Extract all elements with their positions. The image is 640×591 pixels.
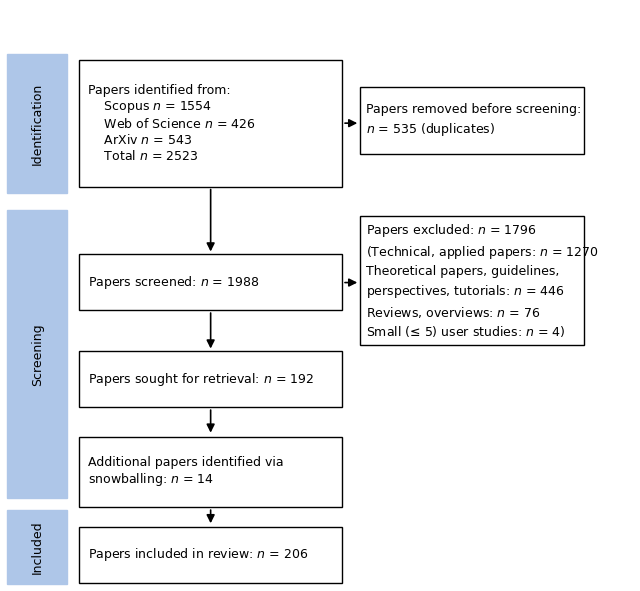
Text: Screening: Screening: [31, 323, 44, 386]
Text: Identification: Identification: [31, 82, 44, 164]
Text: Additional papers identified via
snowballing: $n$ = 14: Additional papers identified via snowbal…: [88, 456, 284, 488]
Text: Papers removed before screening:
$n$ = 535 (duplicates): Papers removed before screening: $n$ = 5…: [366, 103, 581, 138]
FancyBboxPatch shape: [8, 54, 67, 193]
FancyBboxPatch shape: [79, 352, 342, 407]
FancyBboxPatch shape: [79, 437, 342, 507]
FancyBboxPatch shape: [79, 60, 342, 187]
Text: Papers excluded: $n$ = 1796
(Technical, applied papers: $n$ = 1270
Theoretical p: Papers excluded: $n$ = 1796 (Technical, …: [366, 222, 599, 339]
FancyBboxPatch shape: [8, 510, 67, 584]
FancyBboxPatch shape: [79, 527, 342, 583]
FancyBboxPatch shape: [79, 254, 342, 310]
FancyBboxPatch shape: [8, 210, 67, 498]
FancyBboxPatch shape: [360, 87, 584, 154]
Text: Papers sought for retrieval: $n$ = 192: Papers sought for retrieval: $n$ = 192: [88, 371, 314, 388]
Text: Papers screened: $n$ = 1988: Papers screened: $n$ = 1988: [88, 274, 259, 291]
FancyBboxPatch shape: [360, 216, 584, 346]
Text: Included: Included: [31, 520, 44, 574]
Text: Papers identified from:
    Scopus $n$ = 1554
    Web of Science $n$ = 426
    A: Papers identified from: Scopus $n$ = 155…: [88, 83, 256, 163]
Text: Papers included in review: $n$ = 206: Papers included in review: $n$ = 206: [88, 546, 308, 563]
